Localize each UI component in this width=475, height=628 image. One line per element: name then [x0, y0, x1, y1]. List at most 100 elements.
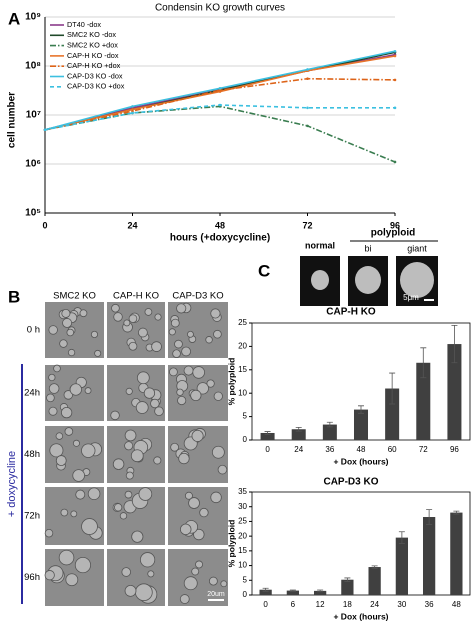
- cell: [211, 445, 225, 459]
- cell: [55, 432, 64, 440]
- x-tick-label: 12: [316, 600, 325, 609]
- cell: [64, 427, 74, 436]
- legend-label: CAP-D3 KO -dox: [67, 71, 123, 80]
- data-point: [43, 128, 47, 132]
- data-point: [131, 111, 134, 115]
- cell: [124, 429, 137, 442]
- cell: [121, 567, 131, 577]
- cell: [183, 576, 198, 591]
- cell: [131, 530, 144, 543]
- bar: [447, 344, 462, 440]
- cell: [208, 576, 218, 586]
- image-group-label: polyploid: [371, 228, 415, 239]
- series-line: [44, 77, 396, 131]
- bar: [450, 512, 463, 595]
- cell: [119, 512, 128, 520]
- micrograph: [168, 549, 228, 606]
- cell: [84, 387, 92, 394]
- error-bar: [262, 587, 269, 592]
- error-bar: [295, 426, 302, 432]
- cell: [188, 497, 200, 509]
- x-tick-label: 48: [357, 445, 366, 454]
- x-tick-label: 18: [343, 600, 352, 609]
- data-point: [306, 68, 309, 71]
- data-point: [393, 160, 397, 164]
- chart-title: CAP-H KO: [326, 307, 376, 318]
- cell: [153, 456, 162, 465]
- y-tick-label: 0: [243, 435, 248, 444]
- bar: [286, 590, 300, 595]
- y-axis-label: % polyploid: [226, 358, 236, 406]
- y-tick-label: 15: [238, 365, 247, 374]
- x-axis-label: + Dox (hours): [333, 611, 388, 621]
- cell: [74, 556, 92, 574]
- y-tick-label: 5: [243, 412, 248, 421]
- cell: [190, 389, 202, 402]
- x-tick-label: 48: [452, 600, 461, 609]
- error-bar: [420, 347, 427, 379]
- y-tick-label: 30: [238, 502, 247, 511]
- data-point: [393, 49, 397, 53]
- legend-label: SMC2 KO -dox: [67, 30, 116, 39]
- x-tick-label: 72: [419, 445, 428, 454]
- cell: [58, 549, 75, 566]
- cell: [170, 318, 180, 328]
- cell: [206, 379, 215, 388]
- y-axis-label: % polyploid: [226, 520, 236, 568]
- data-point: [131, 109, 134, 113]
- column-header: SMC2 KO: [53, 291, 96, 302]
- image-label: bi: [364, 243, 371, 253]
- cell: [67, 348, 76, 357]
- cell: [213, 329, 222, 339]
- cell: [220, 580, 228, 588]
- y-tick-label: 20: [238, 531, 247, 540]
- legend-label: CAP-H KO -dox: [67, 51, 119, 60]
- error-bar: [389, 372, 396, 405]
- column-header: CAP-H KO: [113, 291, 159, 302]
- y-tick-label: 25: [238, 318, 247, 327]
- y-tick-label: 10: [238, 388, 247, 397]
- cell: [128, 314, 138, 323]
- cell: [114, 503, 123, 512]
- cell: [137, 327, 148, 338]
- data-point: [131, 105, 134, 108]
- cell: [193, 528, 205, 541]
- cell: [196, 382, 209, 395]
- y-tick-label: 35: [238, 487, 247, 496]
- cell: [154, 406, 164, 417]
- cell: [181, 346, 191, 357]
- y-tick-label: 10⁷: [26, 110, 41, 121]
- cell: [125, 387, 133, 395]
- nucleus: [400, 262, 434, 298]
- bar: [260, 432, 275, 440]
- cell: [48, 325, 58, 335]
- bar: [322, 424, 337, 440]
- y-tick-label: 0: [243, 590, 248, 599]
- panel-label: A: [8, 9, 20, 28]
- cell: [66, 328, 75, 337]
- data-point: [306, 124, 309, 128]
- y-tick-label: 25: [238, 517, 247, 526]
- nucleus: [311, 270, 329, 290]
- bar: [416, 362, 431, 440]
- cell: [199, 507, 209, 518]
- cell: [178, 452, 190, 465]
- chart-title: CAP-D3 KO: [323, 477, 378, 488]
- x-axis-label: + Dox (hours): [333, 456, 388, 466]
- legend-label: DT40 -dox: [67, 20, 101, 29]
- x-tick-label: 0: [42, 220, 47, 230]
- y-tick-label: 10⁹: [25, 12, 41, 23]
- x-tick-label: 72: [302, 220, 312, 230]
- bar: [385, 388, 400, 440]
- x-tick-label: 60: [388, 445, 397, 454]
- bar: [291, 429, 306, 440]
- error-bar: [426, 509, 433, 525]
- cell: [111, 303, 120, 313]
- cell: [112, 458, 125, 470]
- y-axis-label: cell number: [7, 92, 18, 148]
- image-label: giant: [407, 243, 427, 253]
- cell: [48, 406, 58, 416]
- data-point: [218, 88, 222, 92]
